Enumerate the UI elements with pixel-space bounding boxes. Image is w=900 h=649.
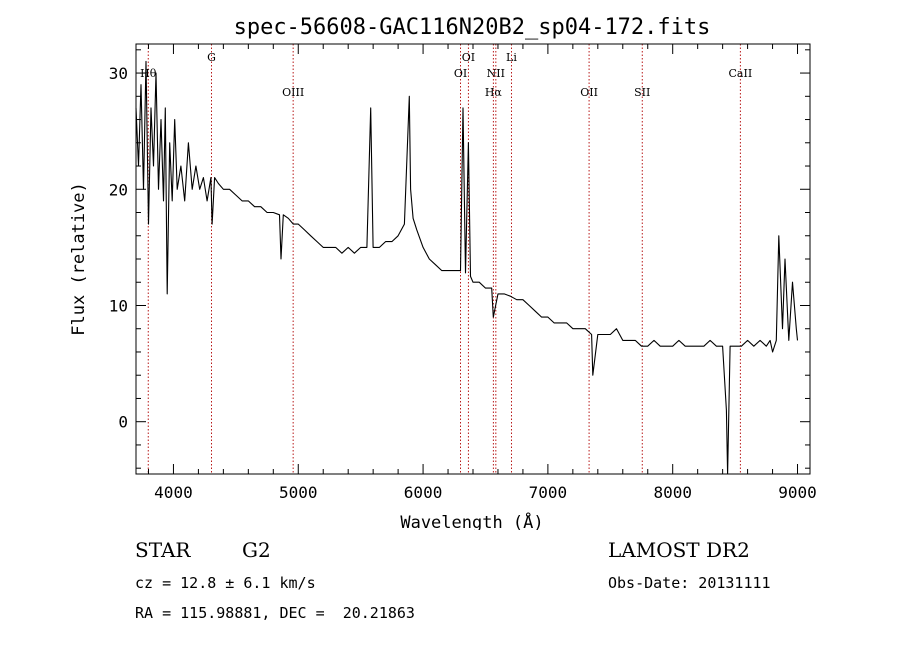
chart-title: spec-56608-GAC116N20B2_sp04-172.fits [234,15,711,40]
x-tick-label-2: 6000 [404,483,443,502]
line-label-7: Li [506,51,517,64]
line-label-3: OI [454,67,467,80]
line-label-6: Hα [485,86,503,99]
y-tick-label-3: 30 [109,64,128,83]
spectrum-line-0 [135,60,799,475]
spectrum-series [135,60,799,475]
object-class: STAR [135,538,191,562]
line-label-9: SII [634,86,650,99]
line-label-1: G [207,51,216,64]
y-tick-label-1: 10 [109,296,128,315]
line-label-5: NII [487,67,505,80]
x-tick-label-1: 5000 [279,483,318,502]
y-tick-label-2: 20 [109,180,128,199]
y-axis-label: Flux (relative) [69,182,89,336]
line-label-0: Hθ [140,67,157,80]
x-axis-label: Wavelength (Å) [400,511,543,530]
line-markers: Hθ G OIII OI OI NII Hα Li OII SII CaII [140,44,752,474]
line-label-2: OIII [282,86,304,99]
observation-date: Obs-Date: 20131111 [608,574,771,592]
redshift-info: cz = 12.8 ± 6.1 km/s [135,574,316,592]
x-tick-label-4: 8000 [653,483,692,502]
line-label-8: OII [580,86,598,99]
coordinates-info: RA = 115.98881, DEC = 20.21863 [135,604,415,622]
y-tick-label-0: 0 [118,413,128,432]
line-label-4: OI [462,51,475,64]
plot-frame [135,43,811,475]
x-tick-label-5: 9000 [778,483,817,502]
x-tick-label-0: 4000 [154,483,193,502]
spectrum-chart: spec-56608-GAC116N20B2_sp04-172.fits Hθ G… [69,15,817,530]
x-tick-label-3: 7000 [529,483,568,502]
survey-name: LAMOST DR2 [608,538,750,562]
object-subclass: G2 [242,538,271,562]
line-label-10: CaII [729,67,753,80]
axis-ticks: 4000 5000 6000 7000 8000 9000 0 10 20 30 [109,44,817,502]
